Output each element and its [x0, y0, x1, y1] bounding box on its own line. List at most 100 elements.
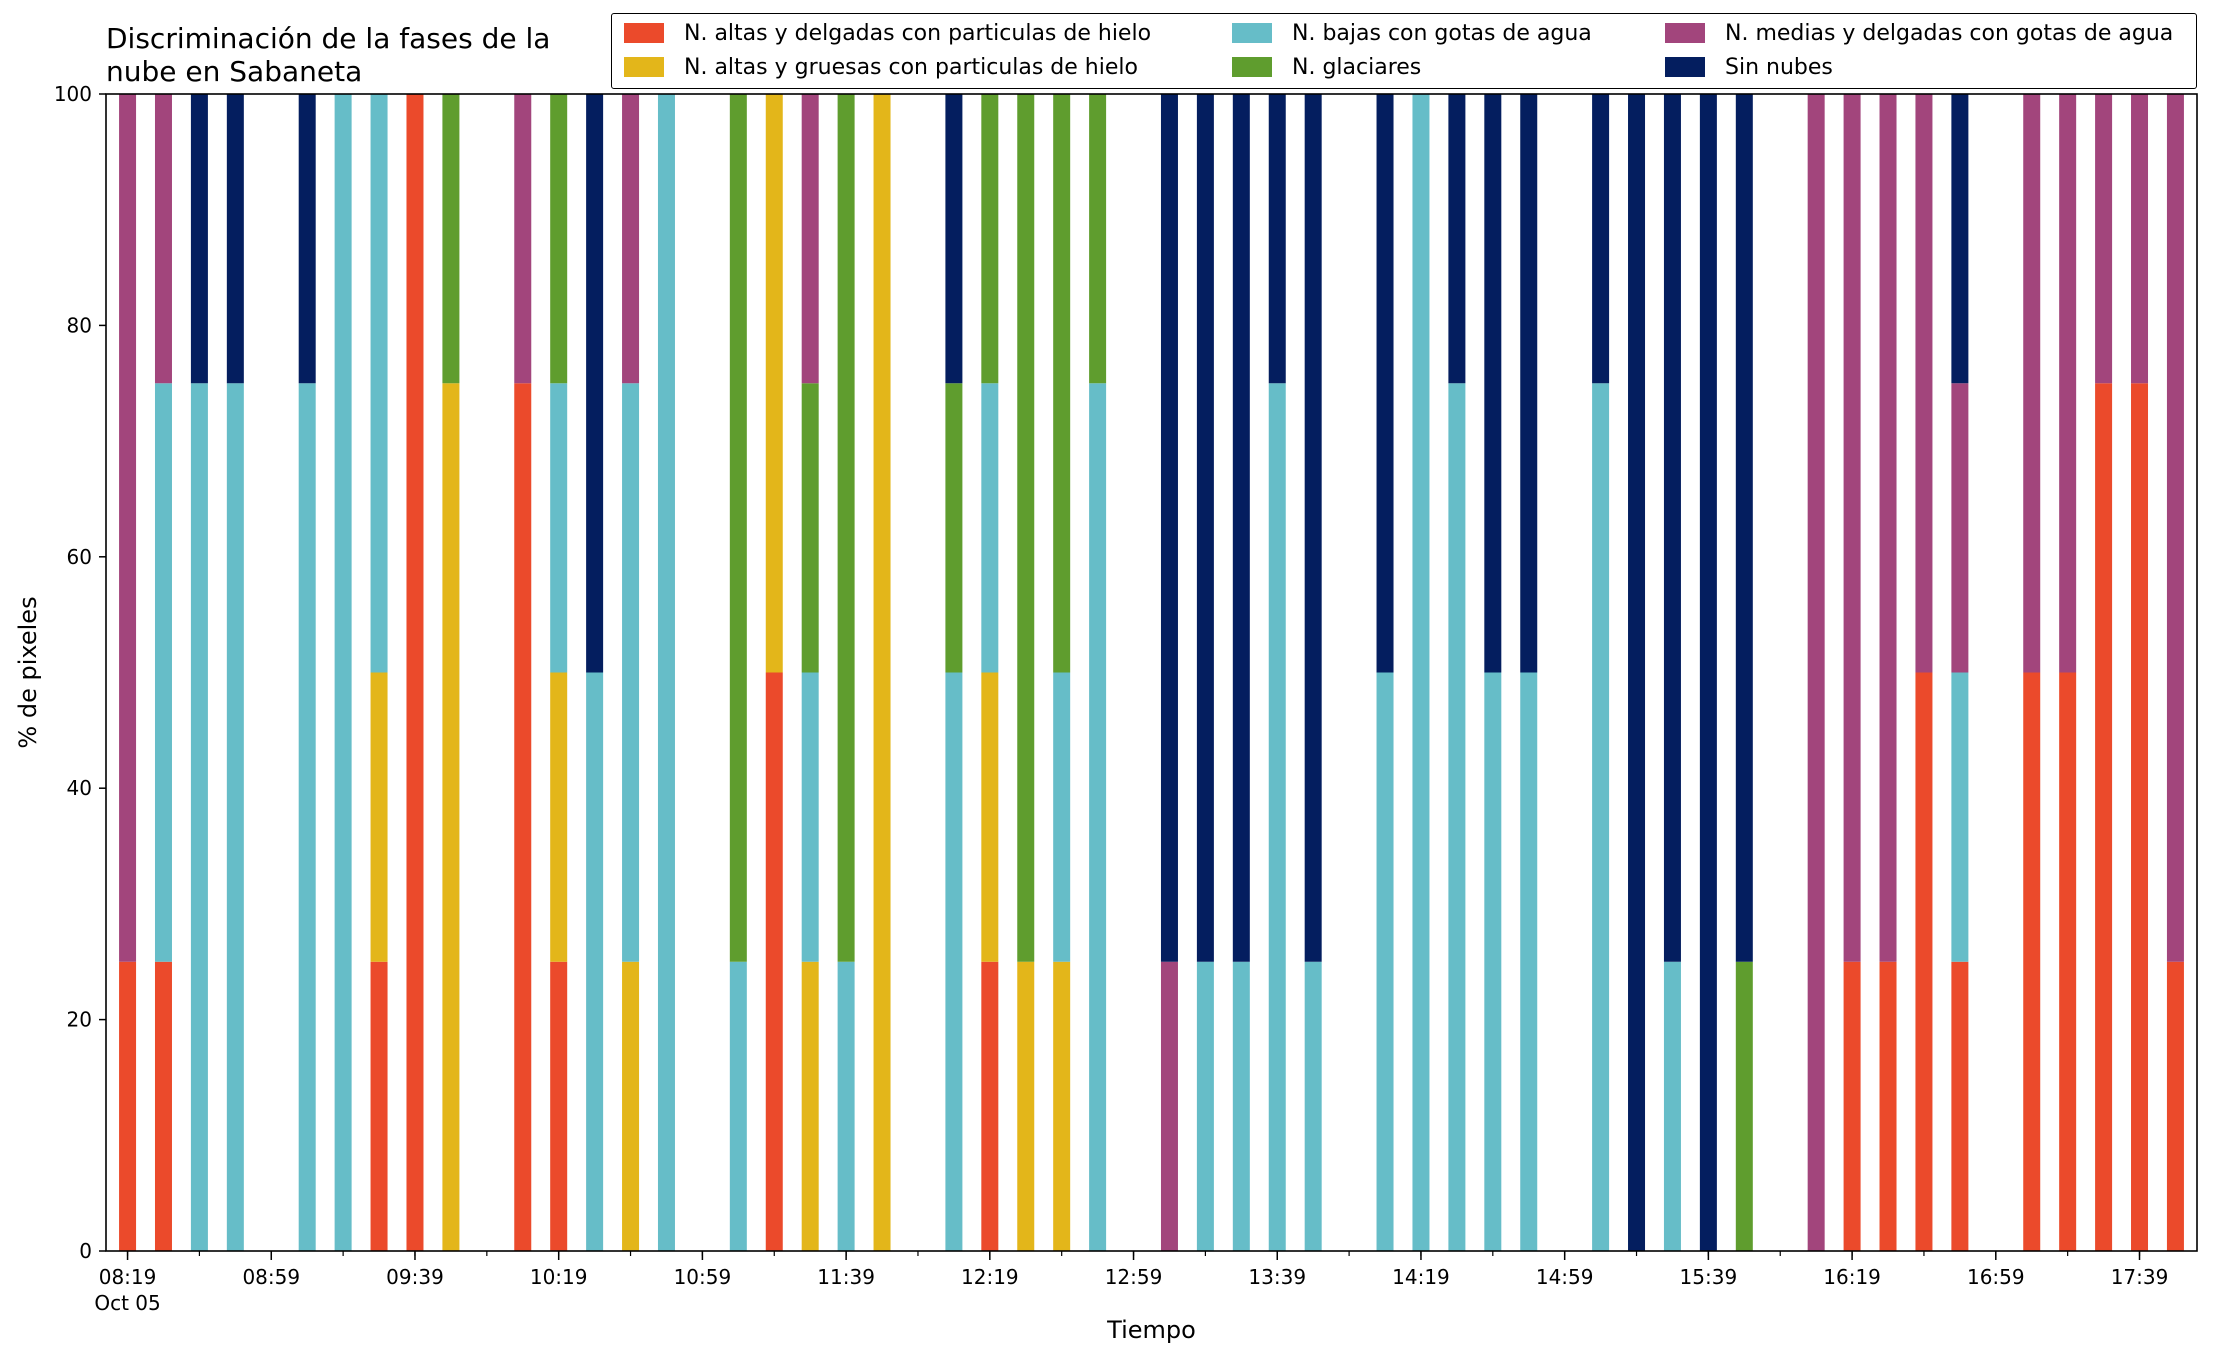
bar-segment-bajas_agua — [1089, 383, 1107, 1251]
bar-segment-bajas_agua — [1520, 672, 1538, 1251]
bar-segment-bajas_agua — [1053, 672, 1071, 962]
bar-segment-bajas_agua — [550, 383, 568, 673]
legend-swatch — [1232, 23, 1272, 43]
bar-segment-sin_nubes — [1376, 94, 1394, 673]
bar-segment-medias_agua — [2059, 94, 2077, 673]
bar-segment-sin_nubes — [1160, 94, 1178, 962]
bar-segment-bajas_agua — [1484, 672, 1502, 1251]
bar-segment-sin_nubes — [1663, 94, 1681, 962]
bar-segment-hielo_gruesas — [981, 672, 999, 962]
y-tick-label: 20 — [67, 1008, 92, 1032]
bar-segment-bajas_agua — [586, 672, 604, 1251]
bar-segment-bajas_agua — [370, 94, 388, 673]
bar-segment-hielo_gruesas — [765, 94, 783, 673]
bar-segment-hielo_delgadas — [514, 383, 532, 1251]
chart-title: Discriminación de la fases de la nube en… — [106, 22, 551, 88]
bar-segment-medias_agua — [1160, 961, 1178, 1251]
bar-segment-hielo_delgadas — [1879, 961, 1897, 1251]
x-tick-label: 16:19 — [1823, 1265, 1881, 1289]
x-tick-label: 12:19 — [961, 1265, 1019, 1289]
legend-item-sin_nubes: Sin nubes — [1665, 52, 1833, 82]
bar-segment-hielo_delgadas — [2023, 672, 2041, 1251]
bar-segment-sin_nubes — [190, 94, 208, 384]
y-tick-label: 60 — [67, 545, 92, 569]
legend-swatch — [624, 57, 664, 77]
bar-segment-bajas_agua — [1232, 961, 1250, 1251]
bar-segment-bajas_agua — [1304, 961, 1322, 1251]
bar-segment-bajas_agua — [1196, 961, 1214, 1251]
legend-label: N. altas y gruesas con particulas de hie… — [684, 54, 1138, 80]
bar-segment-hielo_delgadas — [119, 961, 137, 1251]
bar-segment-medias_agua — [119, 94, 137, 962]
bar-segment-glaciares — [1089, 94, 1107, 384]
x-tick-label: 15:39 — [1680, 1265, 1738, 1289]
bar-segment-bajas_agua — [981, 383, 999, 673]
x-tick-label: 08:59 — [242, 1265, 300, 1289]
bar-segment-bajas_agua — [190, 383, 208, 1251]
bar-segment-hielo_delgadas — [1951, 961, 1969, 1251]
bar-segment-sin_nubes — [1304, 94, 1322, 962]
legend-swatch — [1665, 23, 1705, 43]
bar-segment-hielo_delgadas — [765, 672, 783, 1251]
bar-segment-medias_agua — [1879, 94, 1897, 962]
bar-segment-sin_nubes — [298, 94, 316, 384]
bar-segment-bajas_agua — [729, 961, 747, 1251]
bar-segment-medias_agua — [1915, 94, 1933, 673]
bar-segment-bajas_agua — [1592, 383, 1610, 1251]
bar-segment-sin_nubes — [1520, 94, 1538, 673]
bar-segment-glaciares — [981, 94, 999, 384]
bar-segment-bajas_agua — [226, 383, 244, 1251]
y-axis-label: % de pixeles — [14, 596, 42, 748]
bar-segment-bajas_agua — [1268, 383, 1286, 1251]
legend-item-glaciares: N. glaciares — [1232, 52, 1421, 82]
bar-segment-medias_agua — [2131, 94, 2149, 384]
bar-segment-hielo_gruesas — [550, 672, 568, 962]
y-tick-label: 80 — [67, 313, 92, 337]
x-axis-label: Tiempo — [1106, 1316, 1196, 1344]
bar-segment-hielo_delgadas — [1915, 672, 1933, 1251]
bar-segment-sin_nubes — [1735, 94, 1753, 962]
x-tick-label: 17:39 — [2111, 1265, 2169, 1289]
plot-frame — [105, 93, 2198, 1252]
bars-layer — [119, 94, 2184, 1251]
bar-segment-sin_nubes — [586, 94, 604, 673]
bar-segment-sin_nubes — [1448, 94, 1466, 384]
x-tick-label: 10:59 — [674, 1265, 732, 1289]
legend-item-medias_agua: N. medias y delgadas con gotas de agua — [1665, 18, 2173, 48]
x-tick-label: 08:19 — [99, 1265, 157, 1289]
legend-swatch — [1232, 57, 1272, 77]
x-tick-label: 12:59 — [1105, 1265, 1163, 1289]
bar-segment-hielo_delgadas — [406, 94, 424, 1251]
bar-segment-hielo_delgadas — [154, 961, 172, 1251]
legend-label: N. medias y delgadas con gotas de agua — [1725, 20, 2174, 46]
x-tick-label: 11:39 — [817, 1265, 875, 1289]
bar-segment-bajas_agua — [622, 383, 640, 962]
bar-segment-medias_agua — [2166, 94, 2184, 962]
bar-segment-medias_agua — [622, 94, 640, 384]
bar-segment-glaciares — [945, 383, 963, 673]
x-tick-label: 14:59 — [1536, 1265, 1594, 1289]
bar-segment-hielo_gruesas — [1017, 961, 1035, 1251]
bar-segment-bajas_agua — [1376, 672, 1394, 1251]
y-tick-label: 100 — [54, 82, 92, 106]
legend-label: Sin nubes — [1725, 54, 1833, 80]
bar-segment-medias_agua — [2095, 94, 2113, 384]
bar-segment-bajas_agua — [1448, 383, 1466, 1251]
legend-item-bajas_agua: N. bajas con gotas de agua — [1232, 18, 1592, 48]
bar-segment-sin_nubes — [1484, 94, 1502, 673]
bar-segment-hielo_delgadas — [2095, 383, 2113, 1251]
bar-segment-glaciares — [837, 94, 855, 962]
y-tick-label: 40 — [67, 776, 92, 800]
legend-swatch — [624, 23, 664, 43]
bar-segment-hielo_delgadas — [2059, 672, 2077, 1251]
bar-segment-medias_agua — [1951, 383, 1969, 673]
bar-segment-sin_nubes — [1232, 94, 1250, 962]
bar-segment-medias_agua — [154, 94, 172, 384]
legend-item-hielo_gruesas: N. altas y gruesas con particulas de hie… — [624, 52, 1138, 82]
legend: N. altas y delgadas con particulas de hi… — [611, 13, 2197, 89]
bar-segment-glaciares — [729, 94, 747, 962]
bar-segment-bajas_agua — [1663, 961, 1681, 1251]
bar-segment-glaciares — [1053, 94, 1071, 673]
bar-segment-glaciares — [442, 94, 460, 384]
